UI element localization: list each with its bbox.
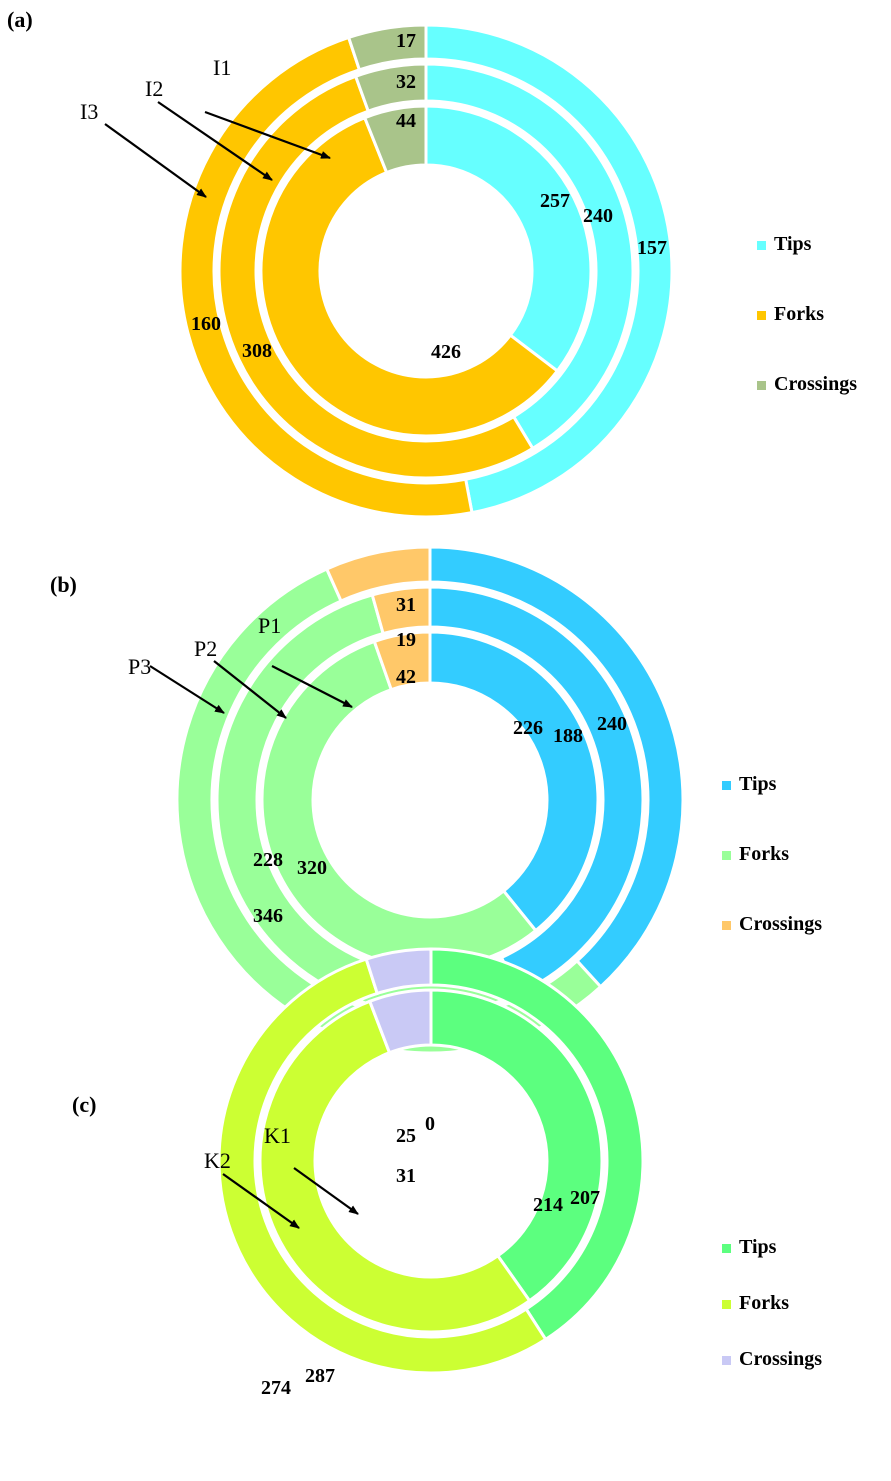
arrow-k1 [293,1167,359,1215]
data-label-tips: 226 [513,717,543,739]
legend-swatch-forks [757,311,766,320]
ring-label-i2: I2 [145,76,163,101]
donut-segment-tips-i1 [424,104,593,374]
arrow-i3 [104,123,207,198]
donut-segment-forks-p1 [260,639,538,970]
donut-segment-crossings-k1 [367,988,433,1055]
arrow-k2 [222,1173,300,1229]
ring-label-p3: P3 [128,654,151,679]
legend-label-tips: Tips [774,233,812,255]
legend-label-crossings: Crossings [739,913,822,935]
data-label-crossings: 25 [396,1125,416,1147]
donut-segment-crossings-i2 [353,62,428,114]
data-label-tips: 240 [597,713,627,735]
data-label-forks: 346 [253,905,283,927]
data-label-forks: 426 [431,341,461,363]
data-label-tips: 257 [540,190,570,212]
ring-label-k1: K1 [264,1123,291,1148]
data-label-forks: 287 [305,1365,335,1387]
donut-segment-forks-k2 [217,957,548,1375]
data-label-crossings: 31 [396,594,416,616]
donut-segment-crossings-p2 [370,585,432,636]
donut-segment-crossings-p3 [324,545,432,603]
legend-swatch-tips [722,1244,731,1253]
legend-swatch-tips [722,781,731,790]
data-label-tips: 188 [553,725,583,747]
chart-panel-a: (a) 257 426 44 240 308 32 157 160 17 I1 I2 I3 Tips For… [7,7,857,519]
data-label-crossings: 44 [396,110,416,132]
donut-segment-forks-i2 [217,74,535,480]
donut-segment-crossings-k2 [364,947,433,996]
donut-segment-tips-k1 [429,988,604,1303]
legend-label-forks: Forks [739,1292,789,1314]
arrow-i1 [204,110,331,160]
data-label-crossings: 42 [396,666,416,688]
donut-segment-tips-p1 [428,630,600,933]
ring-label-i3: I3 [80,99,98,124]
ring-label-p1: P1 [258,613,281,638]
legend-swatch-crossings [757,381,766,390]
ring-label-k2: K2 [204,1148,231,1173]
panel-label: (c) [72,1092,96,1117]
data-label-crossings: 31 [396,1165,416,1187]
data-label-forks: 228 [253,849,283,871]
legend-label-forks: Forks [774,303,824,325]
arrow-p2 [213,660,287,719]
data-label-forks: 274 [261,1377,291,1399]
donut-segment-forks-k1 [258,999,532,1334]
legend-swatch-crossings [722,1356,731,1365]
chart-panel-c: (c) 214 287 31 207 274 25 0 K1 K2 Tips Forks Crossin… [72,947,822,1399]
data-label-crossings: 17 [396,30,416,52]
legend-label-crossings: Crossings [739,1348,822,1370]
data-label-forks: 308 [242,340,272,362]
donut-segment-crossings-i1 [362,104,428,175]
ring-label-p2: P2 [194,636,217,661]
panel-label: (b) [50,572,77,597]
annotation-label: 0 [425,1113,435,1135]
legend-label-tips: Tips [739,773,777,795]
data-label-tips: 240 [583,205,613,227]
legend-label-forks: Forks [739,843,789,865]
legend-swatch-forks [722,851,731,860]
panel-label: (a) [7,7,33,32]
legend-swatch-crossings [722,921,731,930]
donut-segment-forks-p2 [215,593,521,1015]
donut-segment-crossings-p1 [372,630,432,692]
arrow-p3 [149,665,225,714]
arrow-p1 [271,665,353,708]
data-label-tips: 207 [570,1187,600,1209]
legend-label-tips: Tips [739,1236,777,1258]
legend-label-crossings: Crossings [774,373,857,395]
ring-label-i1: I1 [213,55,231,80]
legend-swatch-tips [757,241,766,250]
legend-swatch-forks [722,1300,731,1309]
donut-segment-crossings-i3 [346,23,428,72]
data-label-tips: 157 [637,237,667,259]
data-label-forks: 160 [191,313,221,335]
data-label-crossings: 19 [396,629,416,651]
data-label-crossings: 32 [396,71,416,93]
donut-segment-forks-i1 [259,115,560,438]
data-label-tips: 214 [533,1194,563,1216]
data-label-forks: 320 [297,857,327,879]
arrow-i2 [157,101,273,181]
chart-panel-b: (b) 226 320 31 188 228 19 240 346 42 P1 P2 P3 Tips For… [50,545,822,1055]
